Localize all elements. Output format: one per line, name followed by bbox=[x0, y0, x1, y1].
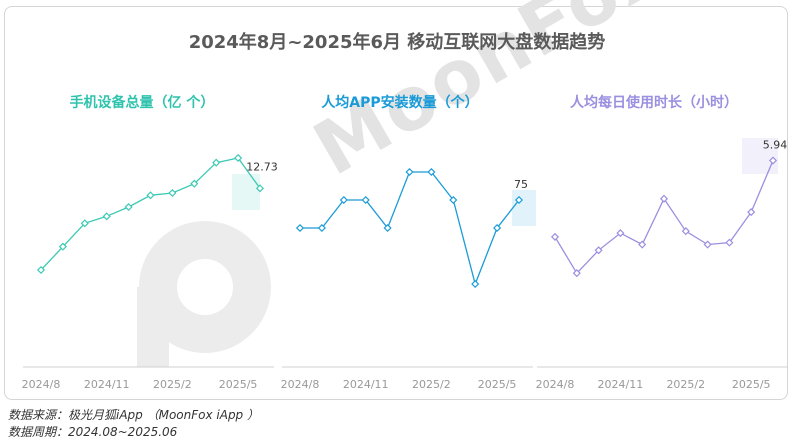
series-line bbox=[554, 160, 774, 275]
last-point-highlight bbox=[232, 174, 260, 210]
data-point bbox=[36, 265, 46, 275]
data-point bbox=[80, 219, 89, 228]
data-point bbox=[768, 156, 778, 165]
data-point bbox=[449, 195, 458, 205]
x-tick-label: 2025/5 bbox=[219, 378, 258, 391]
data-point bbox=[383, 223, 392, 233]
data-label: 5.94 bbox=[763, 139, 788, 152]
data-point bbox=[339, 195, 348, 205]
last-point-highlight bbox=[512, 190, 536, 226]
data-point bbox=[361, 195, 370, 205]
watermark-logo bbox=[137, 221, 271, 367]
data-point bbox=[58, 242, 67, 251]
data-point bbox=[405, 167, 414, 177]
data-point bbox=[234, 153, 243, 163]
data-label: 75 bbox=[514, 178, 528, 191]
data-point bbox=[255, 184, 265, 193]
data-point bbox=[146, 191, 155, 200]
page-title: 2024年8月~2025年6月 移动互联网大盘数据趋势 bbox=[188, 32, 606, 53]
x-tick-label: 2024/8 bbox=[536, 378, 575, 391]
data-point bbox=[659, 194, 669, 203]
x-tick-label: 2024/8 bbox=[22, 378, 61, 391]
x-tick-label: 2025/2 bbox=[412, 378, 451, 391]
footer-period: 数据周期：2024.08~2025.06 bbox=[8, 425, 178, 439]
last-point-highlight bbox=[742, 138, 778, 174]
data-point bbox=[102, 212, 111, 221]
data-point bbox=[594, 246, 603, 255]
x-tick-label: 2024/11 bbox=[598, 378, 644, 391]
data-point bbox=[638, 240, 647, 249]
x-tick-label: 2025/5 bbox=[732, 378, 771, 391]
x-tick-label: 2025/5 bbox=[478, 378, 517, 391]
data-label: 12.73 bbox=[246, 160, 278, 173]
data-point bbox=[616, 229, 625, 238]
data-point bbox=[427, 167, 436, 177]
data-point bbox=[725, 238, 734, 247]
x-tick-label: 2025/2 bbox=[153, 378, 192, 391]
data-point bbox=[295, 223, 305, 233]
data-point bbox=[493, 223, 502, 233]
data-point bbox=[190, 179, 199, 188]
data-point bbox=[124, 202, 133, 212]
data-point bbox=[747, 208, 756, 217]
panel-title-usage: 人均每日使用时长（小时） bbox=[570, 95, 738, 111]
x-tick-label: 2024/8 bbox=[281, 378, 320, 391]
data-point bbox=[572, 269, 581, 278]
x-tick-label: 2025/2 bbox=[666, 378, 705, 391]
data-point bbox=[317, 223, 326, 233]
data-point bbox=[514, 195, 524, 205]
panel-title-devices: 手机设备总量（亿 个） bbox=[69, 95, 215, 111]
x-tick-label: 2024/11 bbox=[84, 378, 130, 391]
data-point bbox=[550, 232, 560, 241]
x-tick-label: 2024/11 bbox=[343, 378, 389, 391]
data-point bbox=[471, 279, 480, 289]
data-point bbox=[168, 188, 177, 198]
data-point bbox=[212, 158, 221, 167]
chart-frame bbox=[4, 6, 788, 400]
series-line bbox=[300, 171, 520, 287]
data-point bbox=[703, 240, 712, 249]
panel-title-apps: 人均APP安装数量（个） bbox=[321, 95, 479, 111]
data-point bbox=[681, 227, 690, 236]
footer-source: 数据来源：极光月狐iApp （MoonFox iApp ） bbox=[8, 408, 259, 422]
